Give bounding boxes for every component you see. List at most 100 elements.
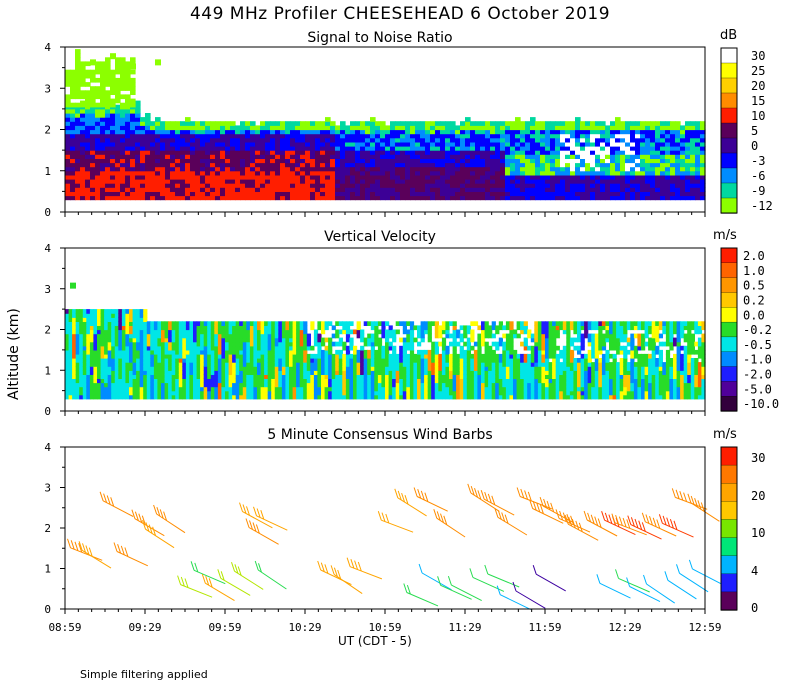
snr-cell xyxy=(305,170,311,176)
velocity-cell xyxy=(89,362,95,367)
velocity-cell xyxy=(377,321,383,326)
snr-cell xyxy=(225,183,231,188)
velocity-cell xyxy=(520,341,525,347)
velocity-cell xyxy=(157,321,162,326)
snr-cell xyxy=(365,195,371,201)
velocity-cell xyxy=(338,341,343,347)
snr-cell xyxy=(115,129,121,135)
velocity-cell xyxy=(171,382,176,388)
snr-cell xyxy=(365,150,371,155)
snr-cell xyxy=(345,137,351,143)
velocity-cell xyxy=(377,349,383,355)
snr-cell xyxy=(355,187,361,192)
snr-cell xyxy=(410,125,416,131)
velocity-cell xyxy=(161,353,166,359)
velocity-cell xyxy=(111,370,116,375)
velocity-cell xyxy=(68,309,73,314)
velocity-cell xyxy=(523,378,528,384)
snr-cell xyxy=(570,174,576,180)
snr-cell xyxy=(70,141,76,147)
snr-cell xyxy=(95,117,101,122)
velocity-cell xyxy=(328,321,333,326)
snr-cell xyxy=(395,158,401,164)
velocity-cell xyxy=(321,341,326,347)
snr-cell xyxy=(150,141,156,147)
snr-cell xyxy=(480,174,486,180)
velocity-cell xyxy=(278,341,283,347)
snr-cell xyxy=(670,121,676,126)
velocity-cell xyxy=(228,321,233,326)
snr-cell xyxy=(215,146,221,151)
velocity-cell xyxy=(321,362,326,367)
snr-cell xyxy=(155,137,161,143)
velocity-cell xyxy=(328,337,333,343)
snr-cell xyxy=(375,170,381,176)
velocity-cell xyxy=(292,394,297,400)
snr-cell xyxy=(205,191,211,197)
velocity-cell xyxy=(153,321,159,326)
snr-cell xyxy=(385,183,391,188)
snr-cell xyxy=(630,170,636,176)
snr-cell xyxy=(310,162,316,168)
snr-cell xyxy=(130,117,136,122)
snr-cell xyxy=(250,133,256,139)
velocity-cell xyxy=(445,325,450,331)
snr-cell xyxy=(650,179,656,184)
snr-cell xyxy=(225,170,231,176)
velocity-cell xyxy=(466,353,471,359)
velocity-cell xyxy=(246,345,251,351)
snr-cell xyxy=(420,137,426,143)
snr-cell xyxy=(140,187,146,192)
snr-cell xyxy=(395,187,401,192)
velocity-cell xyxy=(253,390,258,396)
snr-cell xyxy=(420,183,426,188)
velocity-cell xyxy=(210,358,215,363)
velocity-cell xyxy=(93,329,98,335)
velocity-cell xyxy=(306,362,311,367)
snr-cell xyxy=(575,137,581,143)
snr-cell xyxy=(310,166,316,172)
velocity-cell xyxy=(285,345,290,351)
velocity-cell xyxy=(235,382,240,388)
snr-cell xyxy=(330,133,336,139)
velocity-cell xyxy=(146,341,151,347)
snr-cell xyxy=(450,150,456,155)
snr-cell xyxy=(160,170,166,176)
velocity-cell xyxy=(132,349,137,355)
velocity-cell xyxy=(509,378,514,384)
snr-cell xyxy=(500,191,506,197)
snr-cell xyxy=(270,158,276,164)
velocity-cell xyxy=(89,353,95,359)
snr-cell xyxy=(390,158,396,164)
snr-cell xyxy=(655,129,661,135)
snr-cell xyxy=(85,191,91,197)
velocity-cell xyxy=(385,374,390,379)
velocity-cell xyxy=(86,317,91,322)
snr-cell xyxy=(455,174,461,180)
velocity-cell xyxy=(481,394,486,400)
snr-cell xyxy=(135,104,141,110)
snr-cell xyxy=(695,162,701,168)
velocity-cell xyxy=(491,382,496,388)
snr-cell xyxy=(630,158,636,164)
velocity-cell xyxy=(338,358,343,363)
snr-cell xyxy=(65,146,71,151)
velocity-cell xyxy=(370,353,375,359)
velocity-cell xyxy=(82,362,87,367)
snr-cell xyxy=(115,162,121,168)
snr-cell xyxy=(600,125,606,131)
snr-cell xyxy=(345,179,351,184)
velocity-cell xyxy=(175,374,180,379)
snr-cell xyxy=(200,141,206,147)
velocity-cell xyxy=(65,370,70,375)
velocity-cell xyxy=(381,345,386,351)
velocity-cell xyxy=(121,313,127,318)
snr-cell xyxy=(250,162,256,168)
velocity-cell xyxy=(246,325,251,331)
velocity-cell xyxy=(513,370,518,375)
snr-cell xyxy=(215,121,221,126)
snr-cell xyxy=(465,133,471,139)
snr-cell xyxy=(380,141,386,147)
snr-cell xyxy=(510,141,516,147)
snr-cell xyxy=(380,154,386,159)
